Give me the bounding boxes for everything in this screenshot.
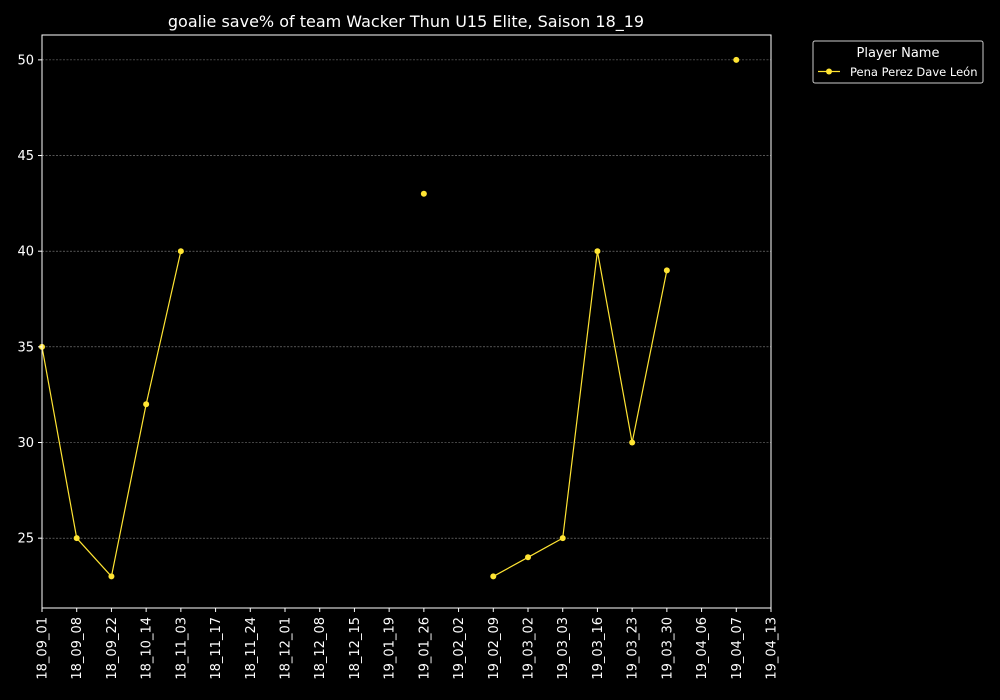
data-points xyxy=(39,56,740,580)
y-tick-label: 45 xyxy=(17,149,34,164)
y-tick-label: 30 xyxy=(17,436,34,451)
x-tick-label: 18_09_08 xyxy=(70,617,85,680)
y-tick-label: 25 xyxy=(17,532,34,547)
x-axis: 18_09_01 18_09_08 18_09_22 18_10_14 18_11_03… xyxy=(36,608,780,680)
x-tick-label: 19_03_30 xyxy=(660,617,675,680)
x-tick-label: 19_03_23 xyxy=(626,617,641,680)
y-tick-label: 35 xyxy=(17,340,34,355)
x-tick-label: 19_02_09 xyxy=(487,617,502,680)
data-point xyxy=(733,56,740,63)
x-tick-label: 19_02_02 xyxy=(452,617,467,680)
data-point xyxy=(629,439,636,446)
series-line xyxy=(41,251,182,578)
x-tick-label: 19_04_07 xyxy=(730,617,745,680)
x-tick-label: 19_04_06 xyxy=(695,617,710,680)
y-tick-label: 40 xyxy=(17,245,34,260)
data-point xyxy=(663,267,670,274)
x-tick-label: 18_09_22 xyxy=(105,617,120,680)
x-tick-label: 19_03_03 xyxy=(556,617,571,680)
data-point xyxy=(559,535,566,542)
x-tick-label: 19_01_26 xyxy=(417,617,432,680)
x-tick-label: 18_10_14 xyxy=(140,617,155,680)
data-point xyxy=(108,573,115,580)
data-point xyxy=(490,573,497,580)
x-tick-label: 18_11_03 xyxy=(174,617,189,680)
legend-title: Player Name xyxy=(857,46,940,61)
y-tick-label: 50 xyxy=(17,53,34,68)
legend-marker xyxy=(826,68,832,75)
x-tick-label: 19_03_02 xyxy=(522,617,537,680)
plot-area xyxy=(41,34,772,609)
x-tick-label: 19_04_13 xyxy=(765,617,780,680)
legend: Player Name Pena Perez Dave León xyxy=(812,40,984,84)
x-tick-label: 18_11_24 xyxy=(244,617,259,680)
data-point xyxy=(525,554,531,561)
data-point xyxy=(177,248,184,255)
legend-label: Pena Perez Dave León xyxy=(850,65,977,79)
grid-lines xyxy=(42,59,771,539)
x-tick-label: 19_01_19 xyxy=(383,617,398,680)
x-tick-label: 18_09_01 xyxy=(36,617,51,680)
y-axis: 25 30 35 40 45 50 xyxy=(17,53,42,547)
data-point xyxy=(420,190,427,197)
data-point xyxy=(73,535,80,542)
legend-box xyxy=(812,40,984,84)
x-tick-label: 18_12_08 xyxy=(313,617,328,680)
x-tick-label: 18_12_15 xyxy=(348,617,363,680)
x-tick-label: 19_03_16 xyxy=(591,617,606,680)
chart-title: goalie save% of team Wacker Thun U15 Eli… xyxy=(168,12,644,32)
data-point xyxy=(594,248,601,255)
x-tick-label: 18_11_17 xyxy=(209,617,224,680)
series-line-layer xyxy=(41,251,668,578)
data-point xyxy=(143,401,150,408)
series-line xyxy=(492,251,668,577)
x-tick-label: 18_12_01 xyxy=(279,617,294,680)
